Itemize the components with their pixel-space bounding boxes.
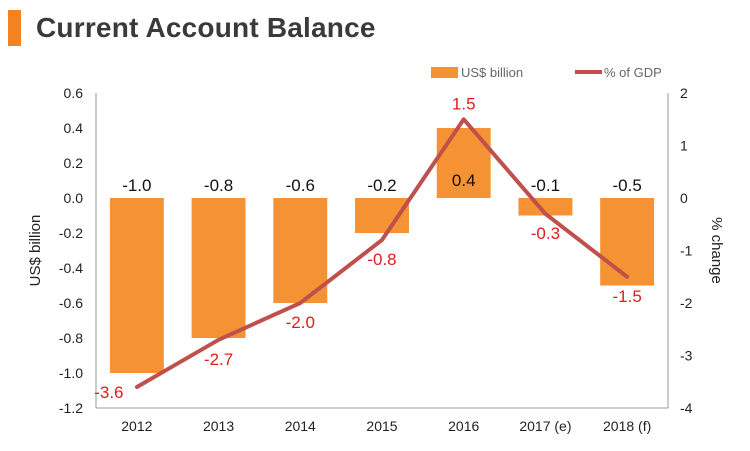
x-tick-label: 2016	[448, 418, 479, 434]
y-tick-label: -0.6	[59, 295, 83, 311]
bar	[600, 198, 655, 286]
line-data-label: -0.3	[531, 224, 560, 243]
bar-data-label: -0.6	[286, 176, 315, 195]
y2-axis-title: % change	[708, 217, 725, 284]
y2-tick-label: 1	[680, 138, 688, 154]
legend-line-label: % of GDP	[604, 65, 662, 80]
x-tick-label: 2012	[121, 418, 152, 434]
line-data-label: -0.8	[367, 250, 396, 269]
y-tick-label: -0.2	[59, 225, 83, 241]
bar-data-label: -0.1	[531, 176, 560, 195]
y-tick-label: -0.8	[59, 330, 83, 346]
line-data-label: -2.0	[286, 313, 315, 332]
bar-data-label: -0.8	[204, 176, 233, 195]
legend-bar-label: US$ billion	[461, 65, 523, 80]
title-accent-bar	[8, 10, 21, 46]
bar-data-label: -0.5	[612, 176, 641, 195]
bar-data-label: -0.2	[367, 176, 396, 195]
y-tick-label: -1.2	[59, 400, 83, 416]
bar	[191, 198, 246, 338]
line-data-label: -3.6	[94, 383, 123, 402]
line-data-label: -1.5	[612, 287, 641, 306]
y2-tick-label: -2	[680, 295, 693, 311]
line-data-label: -2.7	[204, 350, 233, 369]
x-tick-label: 2018 (f)	[603, 418, 651, 434]
legend-bar-swatch	[431, 67, 458, 78]
y2-tick-label: -3	[680, 348, 693, 364]
y2-tick-label: -4	[680, 400, 693, 416]
y-tick-label: -1.0	[59, 365, 83, 381]
y2-tick-label: -1	[680, 243, 693, 259]
x-tick-label: 2015	[366, 418, 397, 434]
y-tick-label: 0.2	[64, 155, 84, 171]
bar	[273, 198, 328, 303]
y-tick-label: 0.4	[64, 120, 84, 136]
line-data-label: 1.5	[452, 94, 476, 113]
bar	[518, 198, 573, 216]
y2-tick-label: 2	[680, 85, 688, 101]
x-tick-label: 2014	[285, 418, 316, 434]
x-tick-label: 2017 (e)	[519, 418, 571, 434]
bar-data-label: -1.0	[122, 176, 151, 195]
bar-data-label: 0.4	[452, 171, 476, 190]
gdp-line	[134, 117, 630, 389]
y2-tick-label: 0	[680, 190, 688, 206]
y-tick-label: 0.0	[64, 190, 84, 206]
bar	[109, 198, 164, 373]
y-tick-label: -0.4	[59, 260, 83, 276]
y-tick-label: 0.6	[64, 85, 84, 101]
header: Current Account Balance	[0, 0, 750, 60]
page-title: Current Account Balance	[36, 12, 376, 43]
y-axis-title: US$ billion	[27, 215, 44, 287]
x-tick-label: 2013	[203, 418, 234, 434]
